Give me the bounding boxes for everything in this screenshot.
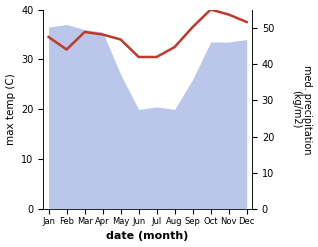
X-axis label: date (month): date (month) (107, 231, 189, 242)
Y-axis label: med. precipitation
(kg/m2): med. precipitation (kg/m2) (291, 65, 313, 154)
Y-axis label: max temp (C): max temp (C) (5, 74, 16, 145)
